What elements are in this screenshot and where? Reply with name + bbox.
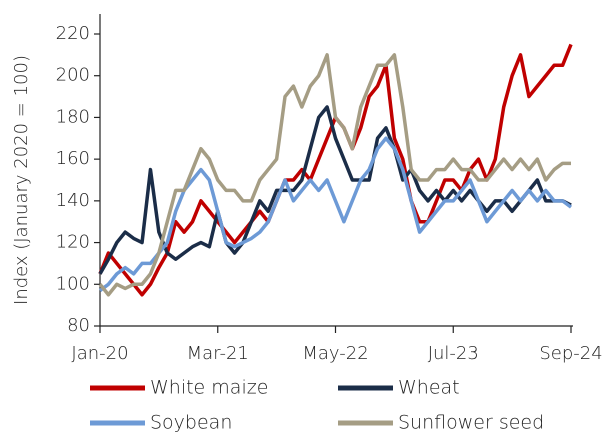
y-tick-label: 80 <box>67 315 90 336</box>
legend-label: White maize <box>150 377 268 399</box>
y-tick-label: 180 <box>56 106 90 127</box>
y-tick-label: 140 <box>56 190 90 211</box>
series-line <box>98 105 572 275</box>
y-tick-label: 160 <box>56 148 90 169</box>
x-tick-label: Jan-20 <box>71 343 128 364</box>
legend-label: Sunflower seed <box>398 412 544 434</box>
legend-label: Wheat <box>398 377 460 399</box>
y-axis-label: Index (January 2020 = 100) <box>11 55 32 305</box>
x-tick-label: Sep-24 <box>539 343 602 364</box>
series-line <box>98 136 573 292</box>
legend-label: Soybean <box>150 412 232 434</box>
x-tick-label: Mar-21 <box>187 343 249 364</box>
series-line <box>98 53 571 297</box>
x-tick-label: Jul-23 <box>428 343 479 364</box>
y-tick-label: 200 <box>56 65 90 86</box>
y-tick-label: 220 <box>56 23 90 44</box>
y-tick-label: 100 <box>56 273 90 294</box>
x-tick-label: May-22 <box>302 343 368 364</box>
y-tick-label: 120 <box>56 232 90 253</box>
